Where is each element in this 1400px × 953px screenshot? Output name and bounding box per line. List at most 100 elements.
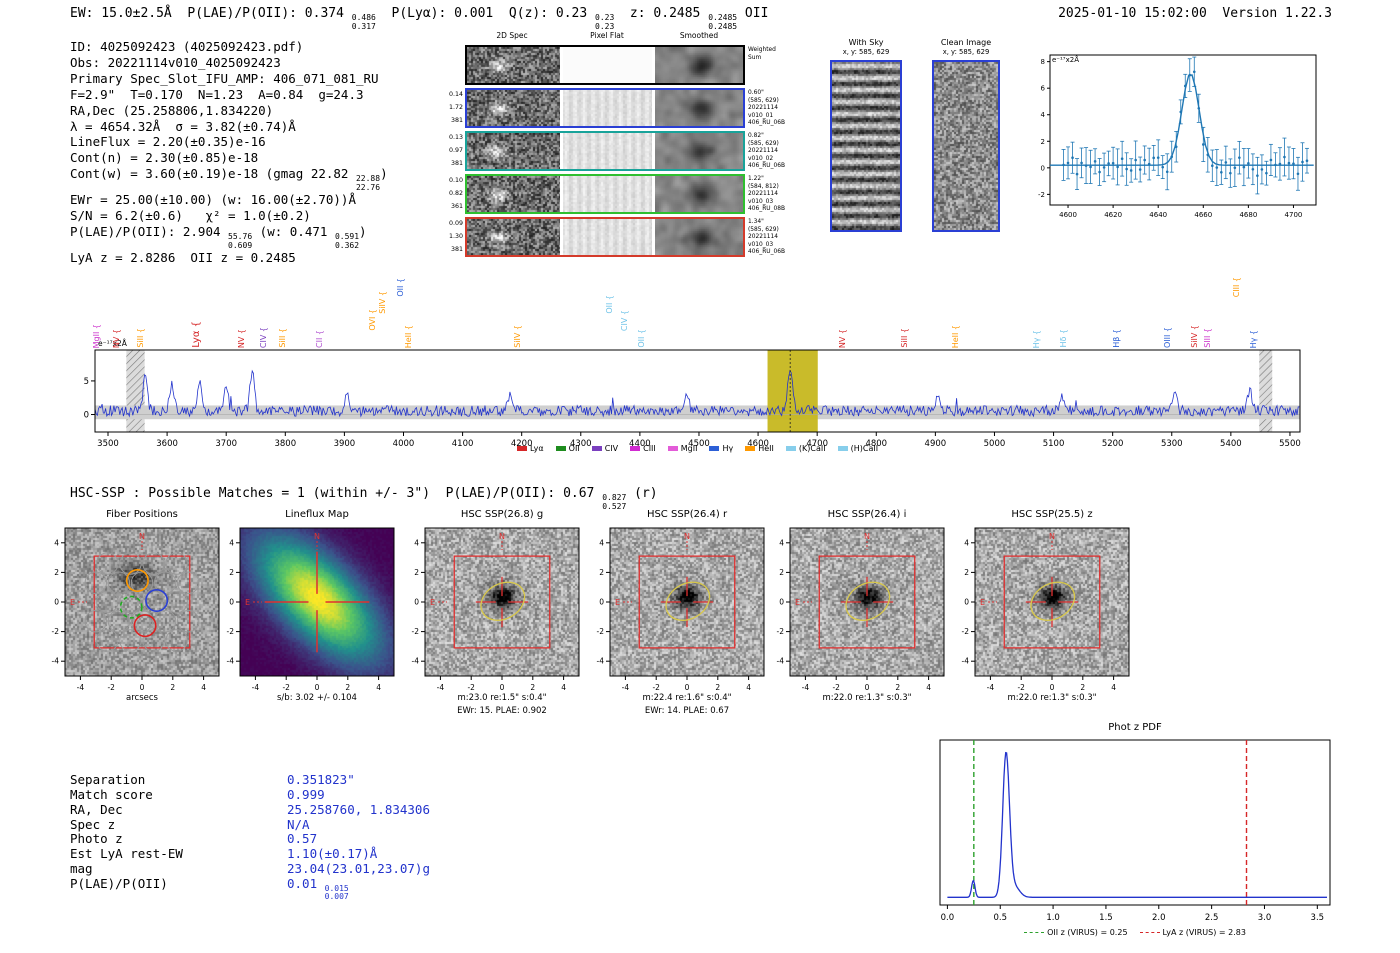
cutout-overlay-2: 4 4 2 2 0 0 -2 -2 -4 -4 N E xyxy=(399,522,595,696)
photz-legend-item: OII z (VIRUS) = 0.25 xyxy=(1024,928,1128,937)
spec2d-image xyxy=(467,176,560,212)
legend-item-(H)CaII: (H)CaII xyxy=(837,444,878,453)
svg-text:0: 0 xyxy=(599,598,604,607)
match-field-value: 0.351823" xyxy=(287,772,355,787)
svg-text:E: E xyxy=(245,598,250,607)
svg-text:-4: -4 xyxy=(777,657,785,666)
svg-text:E: E xyxy=(795,598,800,607)
legend-item-Lyα: Lyα xyxy=(516,444,544,453)
emission-label-OVI: OVI { xyxy=(368,309,378,331)
svg-text:2: 2 xyxy=(530,683,535,692)
cutout-title-1: Lineflux Map xyxy=(285,509,349,520)
emission-label-OII: OII { xyxy=(395,278,405,297)
spec2d-image xyxy=(467,47,560,83)
svg-text:4620: 4620 xyxy=(1104,211,1122,219)
svg-text:4: 4 xyxy=(599,538,604,547)
cutout-image-hsc xyxy=(790,528,944,676)
photz-title: Phot z PDF xyxy=(1108,722,1162,733)
spec2d-row xyxy=(465,88,745,128)
legend-item-MgII: MgII xyxy=(667,444,697,453)
match-field-value: 0.999 xyxy=(287,786,325,802)
svg-text:-4: -4 xyxy=(437,683,445,692)
pixelflat-image xyxy=(563,176,652,212)
svg-text:3700: 3700 xyxy=(215,439,237,449)
legend-swatch xyxy=(555,446,566,451)
svg-text:0: 0 xyxy=(779,598,784,607)
legend-swatch xyxy=(785,446,796,451)
pixelflat-image xyxy=(563,47,652,83)
svg-text:4200: 4200 xyxy=(511,439,533,449)
match-field-label: Photo z xyxy=(70,831,123,847)
with-sky-image xyxy=(832,62,900,230)
svg-text:-4: -4 xyxy=(597,657,605,666)
match-field-label: Match score xyxy=(70,786,153,802)
svg-text:-2: -2 xyxy=(777,627,785,636)
svg-text:2: 2 xyxy=(779,568,784,577)
hsc-match-summary: HSC-SSP : Possible Matches = 1 (within +… xyxy=(70,486,658,511)
emission-label-CIV: CIV { xyxy=(620,309,630,331)
cutout-caption-3-0: m:22.4 re:1.6" s:0.4" xyxy=(642,693,732,703)
timestamp-version: 2025-01-10 15:02:00 Version 1.22.3 xyxy=(1058,6,1332,21)
cutout-title-2: HSC SSP(26.8) g xyxy=(460,509,544,520)
svg-text:2: 2 xyxy=(715,683,720,692)
svg-text:4600: 4600 xyxy=(747,439,769,449)
spec2d-row-annotation: 1.34" (585, 629) 20221114 v010_03 406_RU_06B xyxy=(748,219,786,255)
svg-text:-4: -4 xyxy=(227,657,235,666)
svg-text:4600: 4600 xyxy=(1059,211,1077,219)
match-table-row: Spec z N/A xyxy=(70,817,500,832)
legend-item-OII: OII xyxy=(555,444,580,453)
svg-text:-2: -2 xyxy=(1017,683,1025,692)
spec2d-row xyxy=(465,131,745,171)
svg-text:5100: 5100 xyxy=(1043,439,1065,449)
clean-image xyxy=(934,62,998,230)
legend-item-CIII: CIII xyxy=(630,444,656,453)
svg-text:3500: 3500 xyxy=(97,439,119,449)
legend-item-CIV: CIV xyxy=(591,444,618,453)
spec2d-row-weights: 0.10 0.82 361 xyxy=(448,177,463,211)
match-field-label: Spec z xyxy=(70,816,116,832)
sky-panels: With Sky x, y: 585, 629 Clean Image x, y: 5… xyxy=(828,38,1008,243)
svg-text:-2: -2 xyxy=(412,627,420,636)
match-field-label: RA, Dec xyxy=(70,801,123,817)
svg-text:0.0: 0.0 xyxy=(941,913,955,923)
svg-text:4: 4 xyxy=(1041,111,1046,119)
with-sky-coords: x, y: 585, 629 xyxy=(842,48,890,56)
legend-swatch xyxy=(745,446,756,451)
photz-legend: OII z (VIRUS) = 0.25 LyA z (VIRUS) = 2.83 xyxy=(940,928,1330,937)
spec2d-col-header: 2D Spec xyxy=(496,31,528,40)
smoothed-image xyxy=(655,219,743,255)
match-table-row: RA, Dec 25.258760, 1.834306 xyxy=(70,802,500,817)
info-line-3: F=2.9" T=0.170 N=1.23 A=0.84 g=24.3 xyxy=(70,86,364,102)
cutout-title-0: Fiber Positions xyxy=(106,509,178,520)
smoothed-image xyxy=(655,47,743,83)
match-field-value: 0.01 0.015 0.007 xyxy=(287,875,349,902)
cutout-caption-3-1: EWr: 14. PLAE: 0.67 xyxy=(644,705,730,716)
svg-text:4500: 4500 xyxy=(688,439,710,449)
cutout-overlay-5: 4 4 2 2 0 0 -2 -2 -4 -4 N E xyxy=(949,522,1145,696)
cutout-title-5: HSC SSP(25.5) z xyxy=(1011,509,1093,520)
clean-image-frame xyxy=(932,60,1000,232)
svg-text:4700: 4700 xyxy=(1285,211,1303,219)
match-field-value: 25.258760, 1.834306 xyxy=(287,801,430,817)
svg-text:-2: -2 xyxy=(227,627,235,636)
info-line-7: Cont(n) = 2.30(±0.85)e-18 xyxy=(70,150,259,166)
info-line-9: EWr = 25.00(±10.00) (w: 16.00(±2.70))Å xyxy=(70,192,356,208)
cutout-image-fibers xyxy=(65,528,219,676)
svg-text:4: 4 xyxy=(561,683,566,692)
svg-text:-2: -2 xyxy=(282,683,290,692)
clean-image-coords: x, y: 585, 629 xyxy=(942,48,990,56)
svg-text:2: 2 xyxy=(1080,683,1085,692)
pixelflat-image xyxy=(563,133,652,169)
svg-text:4: 4 xyxy=(54,538,59,547)
svg-text:2.5: 2.5 xyxy=(1205,913,1219,923)
cutout-image-hsc xyxy=(610,528,764,676)
match-field-value: 1.10(±0.17)Å xyxy=(287,846,378,862)
legend-swatch xyxy=(630,446,641,451)
svg-text:N: N xyxy=(864,532,870,541)
legend-item-(K)CaII: (K)CaII xyxy=(785,444,826,453)
svg-text:3.0: 3.0 xyxy=(1258,913,1272,923)
detection-info-block: ID: 4025092423 (4025092423.pdf) Obs: 2022… xyxy=(70,39,388,266)
cutout-overlay-4: 4 4 2 2 0 0 -2 -2 -4 -4 N E xyxy=(764,522,960,696)
svg-text:4660: 4660 xyxy=(1194,211,1212,219)
svg-text:2: 2 xyxy=(964,568,969,577)
